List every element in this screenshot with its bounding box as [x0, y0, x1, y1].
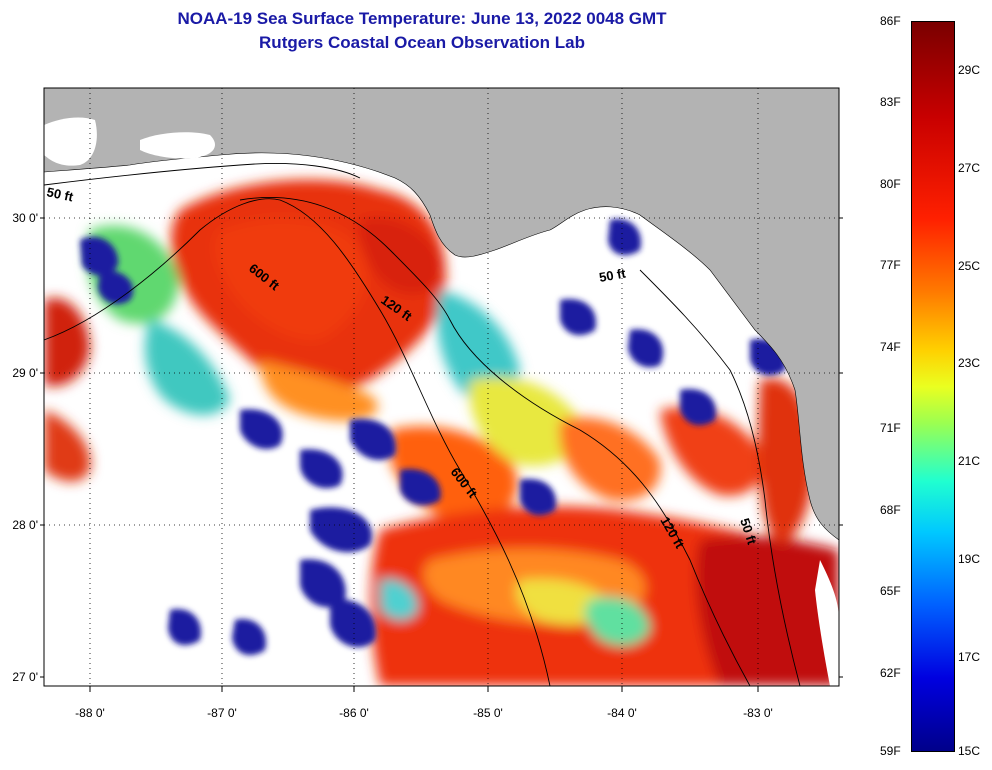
- lon-tick-label: -88 0': [75, 706, 105, 720]
- contour-120ft: [239, 197, 751, 686]
- temperature-field: [44, 179, 839, 686]
- depth-contours: [44, 163, 801, 686]
- lon-tick-label: -83 0': [743, 706, 773, 720]
- lon-tick-label: -86 0': [339, 706, 369, 720]
- colorbar-label-c: 17C: [958, 650, 981, 664]
- contour-50ft-north: [44, 163, 361, 186]
- colorbar-label-f: 59F: [880, 744, 901, 758]
- temperature-colorbar: [911, 21, 955, 752]
- colorbar-label-f: 80F: [880, 177, 901, 191]
- cold-cloud-edges: [80, 89, 786, 656]
- colorbar-label-f: 74F: [880, 340, 901, 354]
- lat-tick-label: 30 0': [12, 211, 38, 225]
- lat-tick-label: 29 0': [12, 366, 38, 380]
- colorbar-label-c: 15C: [958, 744, 981, 758]
- contour-600ft: [44, 198, 551, 686]
- map-field: [44, 88, 839, 686]
- colorbar-label-c: 27C: [958, 161, 981, 175]
- colorbar-label-f: 62F: [880, 666, 901, 680]
- colorbar-label-c: 29C: [958, 63, 981, 77]
- tick-marks: [40, 217, 843, 692]
- lat-tick-label: 28 0': [12, 518, 38, 532]
- contour-label: 50 ft: [598, 265, 628, 285]
- colorbar-label-c: 23C: [958, 356, 981, 370]
- colorbar-label-c: 25C: [958, 259, 981, 273]
- plot-frame: [43, 87, 840, 687]
- title-line-2: Rutgers Coastal Ocean Observation Lab: [259, 33, 585, 52]
- land-mass: [44, 88, 839, 541]
- lon-tick-label: -85 0': [473, 706, 503, 720]
- colorbar-label-f: 71F: [880, 421, 901, 435]
- colorbar-label-f: 77F: [880, 258, 901, 272]
- lon-tick-label: -87 0': [207, 706, 237, 720]
- title-line-1: NOAA-19 Sea Surface Temperature: June 13…: [177, 9, 667, 28]
- lat-tick-label: 27 0': [12, 670, 38, 684]
- contour-label: 50 ft: [45, 184, 75, 204]
- colorbar-label-c: 21C: [958, 454, 981, 468]
- colorbar-label-f: 68F: [880, 503, 901, 517]
- colorbar-label-f: 86F: [880, 14, 901, 28]
- lon-tick-label: -84 0': [607, 706, 637, 720]
- colorbar-label-c: 19C: [958, 552, 981, 566]
- colorbar-label-f: 83F: [880, 95, 901, 109]
- contour-50ft-east: [639, 269, 801, 686]
- colorbar-label-f: 65F: [880, 584, 901, 598]
